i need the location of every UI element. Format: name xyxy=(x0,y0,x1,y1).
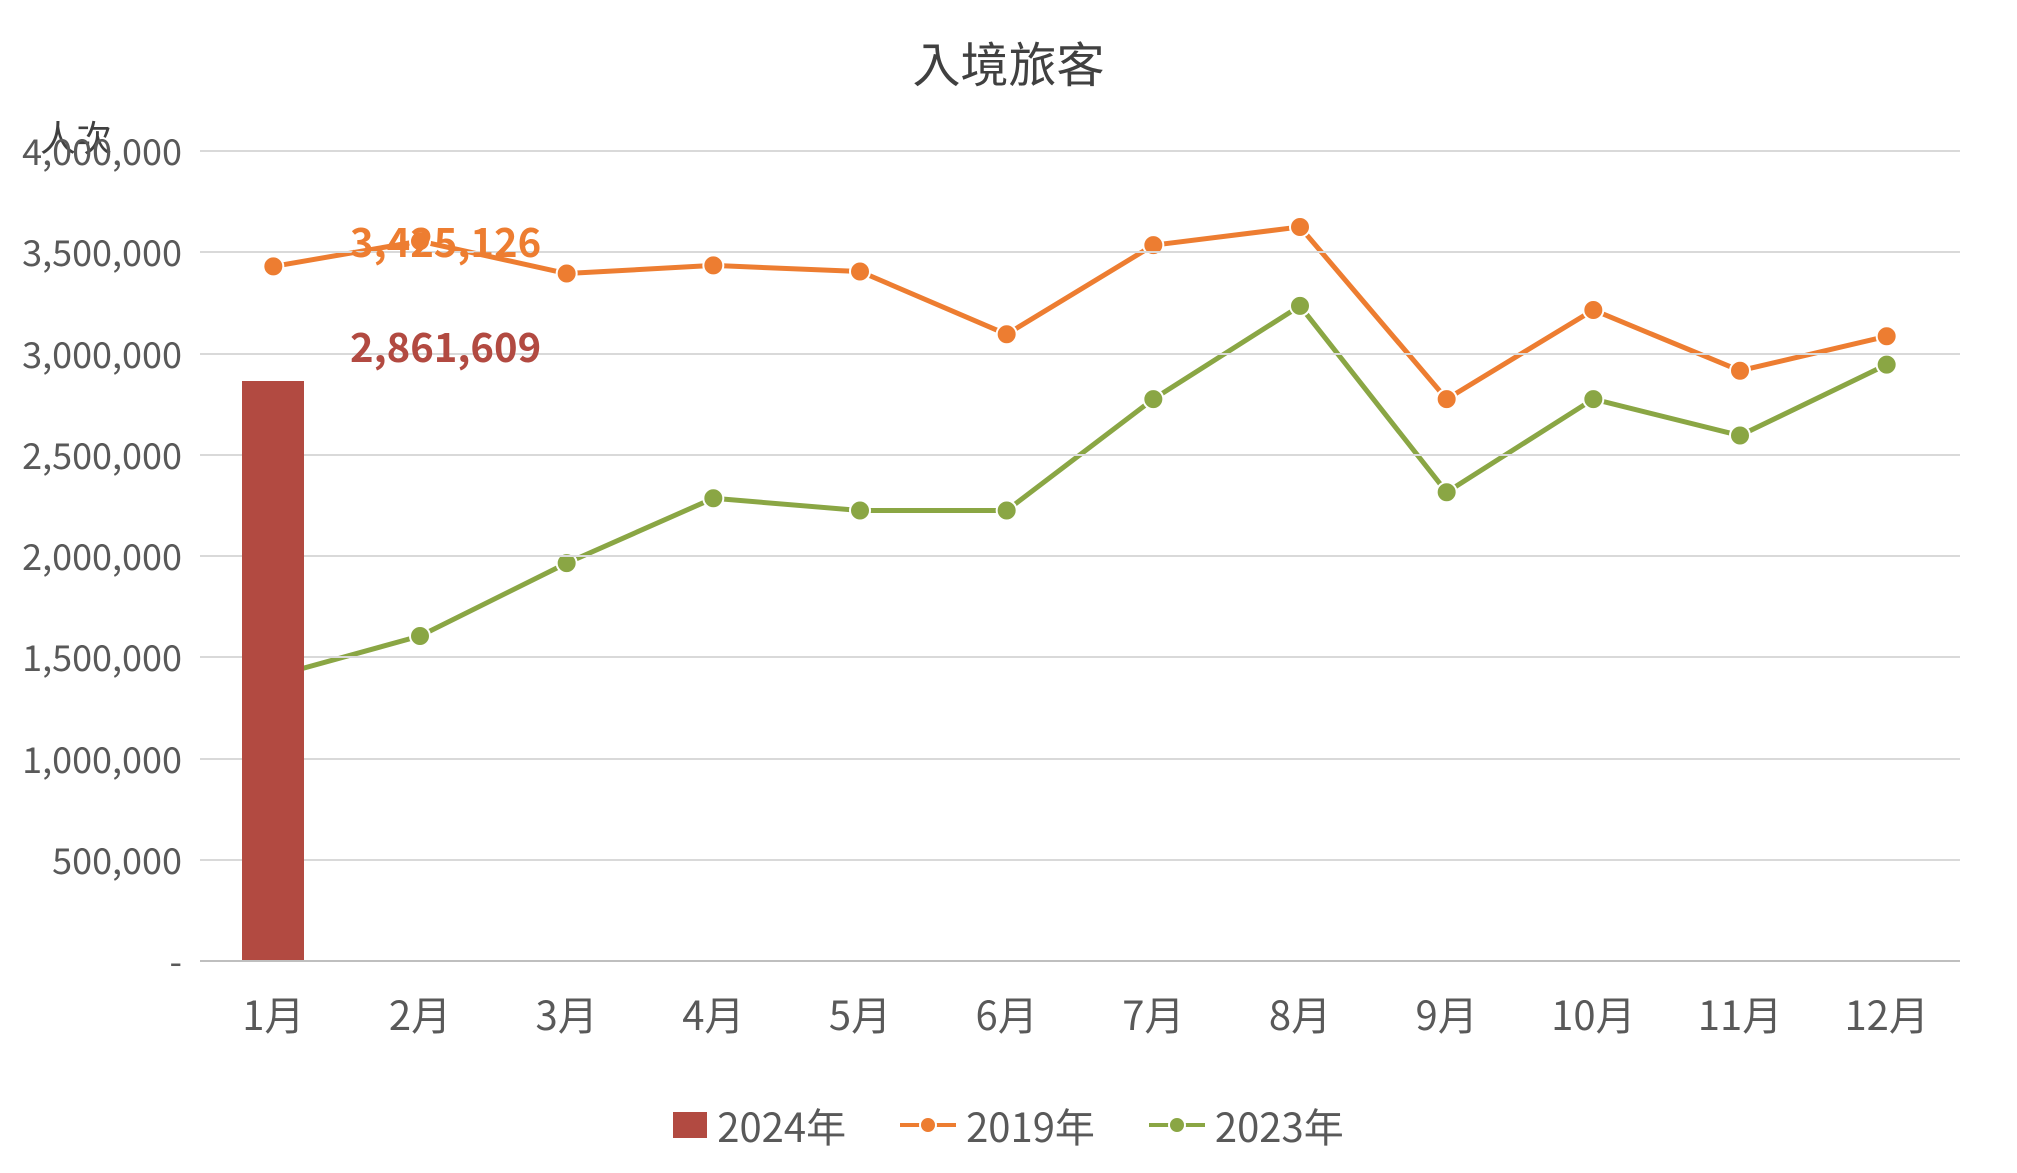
marker-2023年 xyxy=(1437,482,1457,502)
data-label: 3,425,126 xyxy=(350,211,541,269)
gridline xyxy=(200,656,1960,658)
data-label: 2,861,609 xyxy=(350,316,541,374)
marker-2019年 xyxy=(1583,300,1603,320)
marker-2019年 xyxy=(997,324,1017,344)
legend-label: 2024年 xyxy=(717,1096,846,1154)
y-tick-label: 1,000,000 xyxy=(22,732,200,784)
x-tick-label: 7月 xyxy=(1122,960,1184,1042)
marker-2023年 xyxy=(1877,355,1897,375)
legend-item: 2019年 xyxy=(900,1096,1095,1154)
marker-2023年 xyxy=(1583,389,1603,409)
marker-2019年 xyxy=(263,256,283,276)
legend-item: 2024年 xyxy=(673,1096,846,1154)
legend-label: 2023年 xyxy=(1215,1096,1344,1154)
gridline xyxy=(200,555,1960,557)
gridline xyxy=(200,150,1960,152)
y-tick-label: 3,000,000 xyxy=(22,327,200,379)
inbound-visitors-chart: 入境旅客 人次 -500,0001,000,0001,500,0002,000,… xyxy=(0,0,2017,1173)
marker-2023年 xyxy=(1290,296,1310,316)
x-tick-label: 6月 xyxy=(976,960,1038,1042)
y-tick-label: 2,500,000 xyxy=(22,428,200,480)
legend-swatch-line xyxy=(900,1123,956,1127)
gridline xyxy=(200,758,1960,760)
y-tick-label: 3,500,000 xyxy=(22,225,200,277)
x-tick-label: 12月 xyxy=(1844,960,1928,1042)
marker-2023年 xyxy=(850,500,870,520)
y-tick-label: 4,000,000 xyxy=(22,124,200,176)
y-tick-label: 2,000,000 xyxy=(22,529,200,581)
x-tick-label: 1月 xyxy=(242,960,304,1042)
marker-2019年 xyxy=(1730,361,1750,381)
x-tick-label: 5月 xyxy=(829,960,891,1042)
gridline xyxy=(200,960,1960,962)
legend: 2024年 2019年 2023年 xyxy=(0,1096,2017,1154)
marker-2019年 xyxy=(1290,217,1310,237)
marker-2019年 xyxy=(1437,389,1457,409)
x-tick-label: 8月 xyxy=(1269,960,1331,1042)
legend-label: 2019年 xyxy=(966,1096,1095,1154)
marker-2023年 xyxy=(703,488,723,508)
marker-2023年 xyxy=(997,500,1017,520)
plot-area: -500,0001,000,0001,500,0002,000,0002,500… xyxy=(200,150,1960,960)
legend-swatch-line xyxy=(1149,1123,1205,1127)
marker-2019年 xyxy=(850,262,870,282)
x-tick-label: 9月 xyxy=(1416,960,1478,1042)
marker-2019年 xyxy=(703,255,723,275)
marker-2023年 xyxy=(1730,426,1750,446)
x-tick-label: 4月 xyxy=(682,960,744,1042)
bar-2024年 xyxy=(242,381,304,960)
marker-2023年 xyxy=(410,626,430,646)
marker-2019年 xyxy=(557,264,577,284)
gridline xyxy=(200,454,1960,456)
legend-swatch-bar xyxy=(673,1112,707,1138)
marker-2019年 xyxy=(1877,326,1897,346)
x-tick-label: 11月 xyxy=(1698,960,1782,1042)
marker-2023年 xyxy=(1143,389,1163,409)
legend-item: 2023年 xyxy=(1149,1096,1344,1154)
x-tick-label: 2月 xyxy=(389,960,451,1042)
chart-title: 入境旅客 xyxy=(0,26,2017,96)
y-tick-label: - xyxy=(170,934,201,986)
x-tick-label: 10月 xyxy=(1551,960,1635,1042)
gridline xyxy=(200,859,1960,861)
x-tick-label: 3月 xyxy=(536,960,598,1042)
y-tick-label: 500,000 xyxy=(52,833,200,885)
y-tick-label: 1,500,000 xyxy=(22,630,200,682)
